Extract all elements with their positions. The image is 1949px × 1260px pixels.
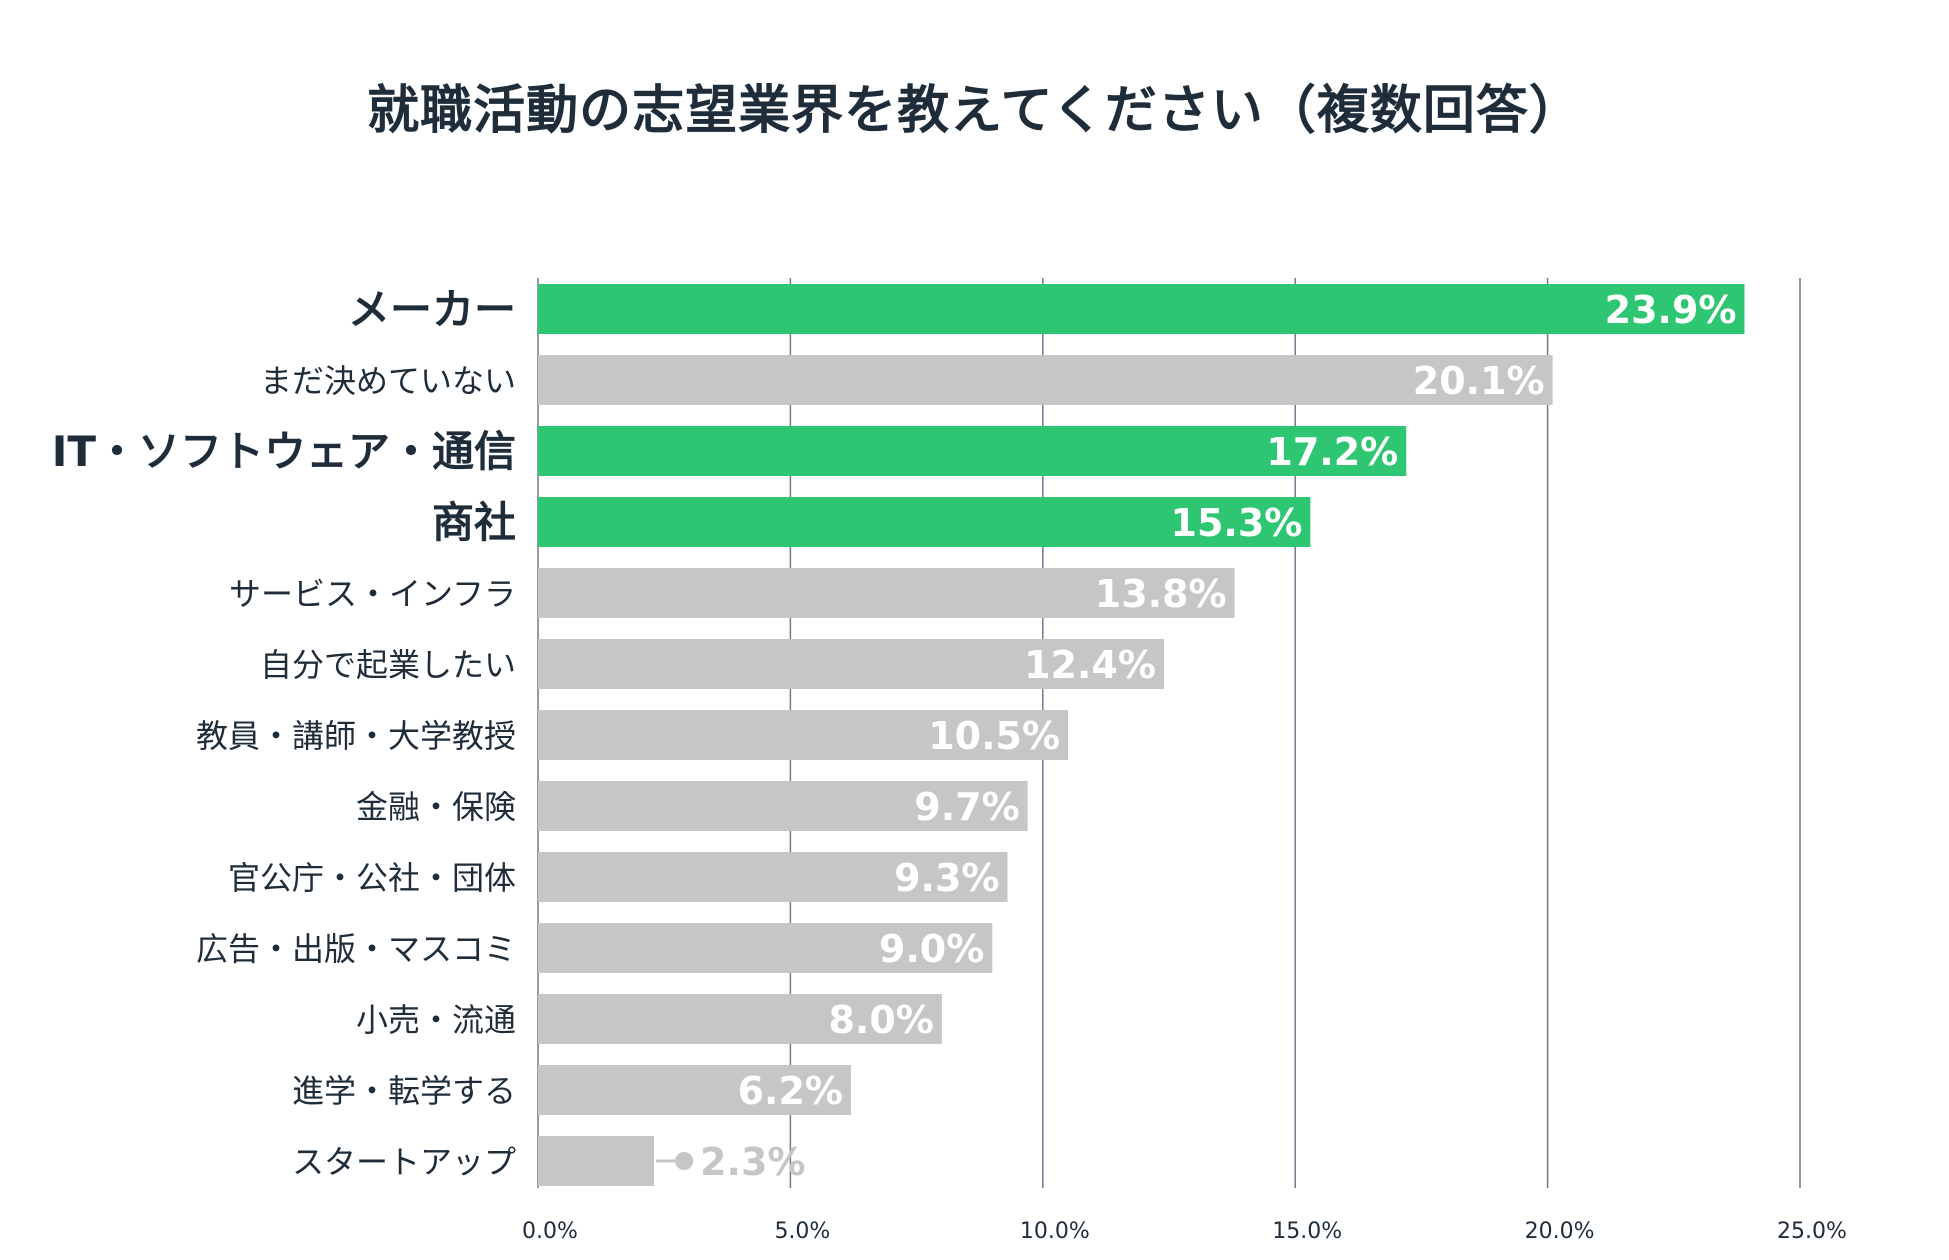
data-label: 9.7% bbox=[914, 785, 1019, 829]
bar bbox=[538, 497, 1311, 547]
bar bbox=[538, 426, 1407, 476]
x-tick-label: 25.0% bbox=[1777, 1219, 1847, 1244]
bar bbox=[538, 284, 1745, 334]
data-label: 12.4% bbox=[1024, 643, 1156, 687]
category-label: IT・ソフトウェア・通信 bbox=[52, 427, 516, 476]
category-label: 広告・出版・マスコミ bbox=[196, 930, 516, 968]
category-label: 自分で起業したい bbox=[260, 646, 516, 684]
data-label: 13.8% bbox=[1095, 572, 1227, 616]
data-label: 15.3% bbox=[1171, 501, 1303, 545]
category-label: メーカー bbox=[348, 285, 516, 334]
x-tick-label: 15.0% bbox=[1272, 1219, 1342, 1244]
data-label: 17.2% bbox=[1266, 430, 1398, 474]
x-tick-label: 10.0% bbox=[1020, 1219, 1090, 1244]
category-label: 商社 bbox=[432, 498, 516, 547]
category-label: まだ決めていない bbox=[260, 362, 516, 400]
x-tick-label: 0.0% bbox=[522, 1219, 578, 1244]
x-tick-label: 5.0% bbox=[774, 1219, 830, 1244]
bar bbox=[538, 355, 1553, 405]
bar bbox=[538, 923, 993, 973]
bar bbox=[538, 781, 1028, 831]
category-label: 進学・転学する bbox=[292, 1072, 516, 1110]
chart-title: 就職活動の志望業界を教えてください（複数回答） bbox=[367, 81, 1582, 141]
category-label: サービス・インフラ bbox=[229, 575, 516, 613]
data-label: 20.1% bbox=[1413, 359, 1545, 403]
data-label: 8.0% bbox=[828, 998, 933, 1042]
category-label: 金融・保険 bbox=[356, 788, 516, 826]
bar bbox=[538, 1136, 655, 1186]
bar bbox=[538, 710, 1069, 760]
data-label: 10.5% bbox=[928, 714, 1060, 758]
category-label: 官公庁・公社・団体 bbox=[228, 859, 516, 897]
bar bbox=[538, 639, 1164, 689]
category-label: 小売・流通 bbox=[356, 1001, 516, 1039]
data-label: 6.2% bbox=[738, 1069, 843, 1113]
bar bbox=[538, 994, 942, 1044]
data-label: 2.3% bbox=[700, 1140, 805, 1184]
bar bbox=[538, 852, 1008, 902]
data-label: 9.0% bbox=[879, 927, 984, 971]
x-tick-label: 20.0% bbox=[1525, 1219, 1595, 1244]
data-label: 9.3% bbox=[894, 856, 999, 900]
leader-dot bbox=[675, 1152, 694, 1170]
bar bbox=[538, 1065, 851, 1115]
category-label: 教員・講師・大学教授 bbox=[196, 717, 516, 755]
bar bbox=[538, 568, 1235, 618]
category-label: スタートアップ bbox=[292, 1143, 516, 1181]
data-label: 23.9% bbox=[1605, 288, 1737, 332]
